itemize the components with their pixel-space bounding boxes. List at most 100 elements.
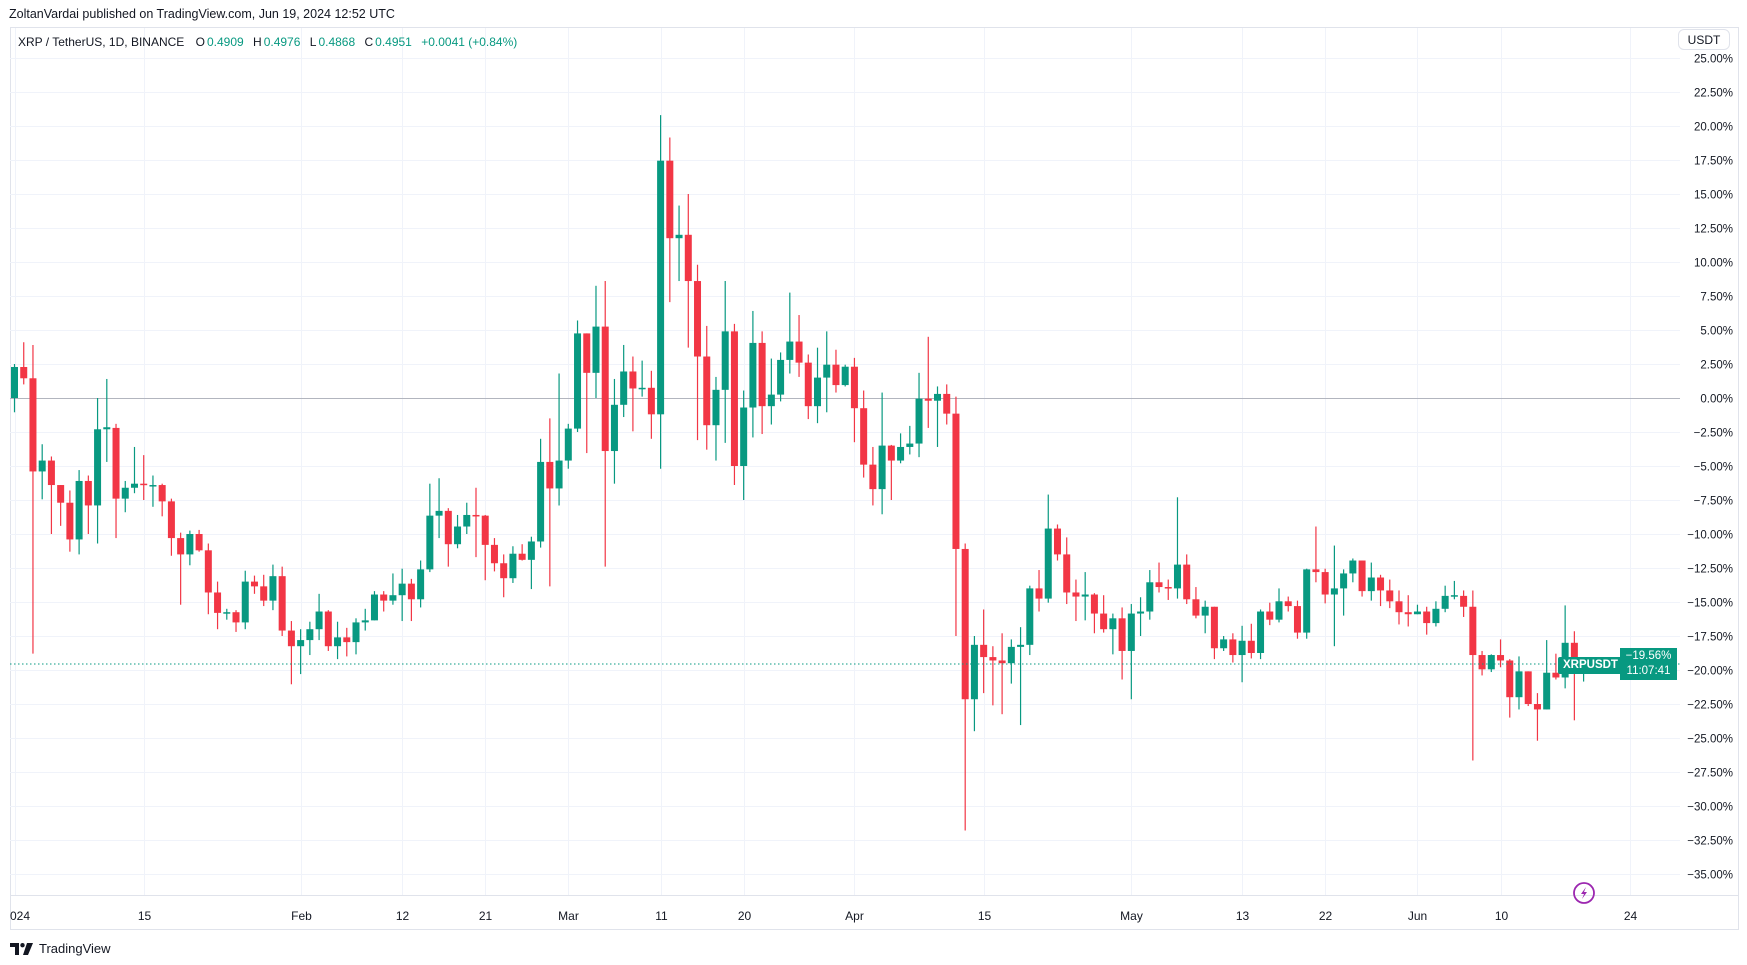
candle xyxy=(287,621,295,685)
candle xyxy=(112,423,120,539)
candle xyxy=(1367,562,1375,601)
candle-body xyxy=(730,331,738,466)
chart-frame xyxy=(10,27,1739,930)
candle-body xyxy=(694,281,702,357)
candle-body xyxy=(592,326,600,373)
candle xyxy=(629,356,637,432)
candle-body xyxy=(29,378,37,472)
candle xyxy=(887,444,895,500)
candle xyxy=(1487,654,1495,673)
candle xyxy=(675,205,683,282)
candle-body xyxy=(1432,608,1440,624)
candle xyxy=(1247,623,1255,659)
candle xyxy=(1201,600,1209,634)
candle-body xyxy=(1220,639,1228,649)
x-tick-label: 15 xyxy=(138,909,152,923)
candle-body xyxy=(795,341,803,363)
candle xyxy=(463,502,471,534)
candle-body xyxy=(832,364,840,386)
x-tick-label: Feb xyxy=(291,909,312,923)
candle xyxy=(417,560,425,608)
candle-body xyxy=(1413,611,1421,615)
currency-button[interactable]: USDT xyxy=(1678,29,1730,50)
candle xyxy=(20,342,28,385)
candle-body xyxy=(426,515,434,570)
candle xyxy=(850,357,858,443)
candle xyxy=(1053,524,1061,561)
candle-body xyxy=(94,429,102,506)
x-tick-label: Jun xyxy=(1408,909,1427,923)
candle-body xyxy=(509,553,517,579)
candle-body xyxy=(380,594,388,601)
candle-body xyxy=(454,526,462,545)
x-tick-label: 24 xyxy=(1624,909,1638,923)
candle-body xyxy=(1284,601,1292,607)
candle-body xyxy=(1506,660,1514,698)
candle-body xyxy=(435,510,443,516)
candle xyxy=(537,438,545,548)
candle-body xyxy=(1367,577,1375,592)
candle xyxy=(167,498,175,556)
candle-body xyxy=(1460,595,1468,607)
candle xyxy=(481,514,489,581)
candle-body xyxy=(38,460,46,472)
candle-body xyxy=(1533,704,1541,710)
tradingview-logo-icon[interactable] xyxy=(10,942,34,955)
candle-body xyxy=(1257,611,1265,653)
candle-body xyxy=(601,326,609,452)
candle-body xyxy=(1183,564,1191,600)
legend-symbol[interactable]: XRP / TetherUS, 1D, BINANCE xyxy=(18,35,185,49)
candle xyxy=(1349,558,1357,583)
candle xyxy=(1293,600,1301,639)
candle xyxy=(1377,574,1385,607)
candle-body xyxy=(1017,644,1025,647)
candle-body xyxy=(1210,606,1218,649)
y-tick-label: 20.00% xyxy=(1694,122,1733,134)
candle xyxy=(1404,595,1412,627)
candle-body xyxy=(1238,640,1246,656)
footer-brand[interactable]: TradingView xyxy=(39,941,111,956)
candle-body xyxy=(1007,646,1015,664)
candle xyxy=(1506,659,1514,718)
candle-body xyxy=(241,581,249,623)
y-tick-label: −35.00% xyxy=(1687,870,1733,882)
lightning-icon[interactable] xyxy=(1573,882,1595,904)
candle xyxy=(1044,494,1052,603)
candle xyxy=(1100,595,1108,633)
candle-body xyxy=(1469,606,1477,656)
candle xyxy=(832,349,840,393)
candle-body xyxy=(860,408,868,465)
candle-body xyxy=(343,637,351,643)
candle-body xyxy=(906,443,914,447)
candle-body xyxy=(214,592,222,613)
candle-body xyxy=(924,398,932,401)
candle-body xyxy=(463,514,471,527)
candles xyxy=(11,115,1588,831)
candle-body xyxy=(1450,595,1458,597)
candle xyxy=(943,384,951,425)
candle-body xyxy=(980,644,988,658)
candle xyxy=(749,310,757,438)
candle xyxy=(518,544,526,561)
candle xyxy=(250,575,258,594)
candle xyxy=(1497,639,1505,668)
candle-body xyxy=(1303,569,1311,633)
candle xyxy=(29,344,37,654)
price-axis: 25.00% 22.50% 20.00% 17.50% 15.00% 12.50% 10.0… xyxy=(1687,54,1733,882)
candle xyxy=(823,331,831,413)
candle xyxy=(1183,554,1191,605)
candle xyxy=(130,446,138,494)
candle xyxy=(1127,604,1135,700)
candle xyxy=(1321,568,1329,604)
candle xyxy=(1386,579,1394,609)
candle xyxy=(324,610,332,651)
last-price-badge: −19.56% 11:07:41 xyxy=(1620,648,1677,680)
candle xyxy=(1081,572,1089,621)
candle xyxy=(454,514,462,549)
candle xyxy=(684,194,692,348)
candle xyxy=(1007,639,1015,684)
y-tick-label: −25.00% xyxy=(1687,734,1733,746)
candle-body xyxy=(1395,601,1403,613)
candle xyxy=(574,320,582,432)
